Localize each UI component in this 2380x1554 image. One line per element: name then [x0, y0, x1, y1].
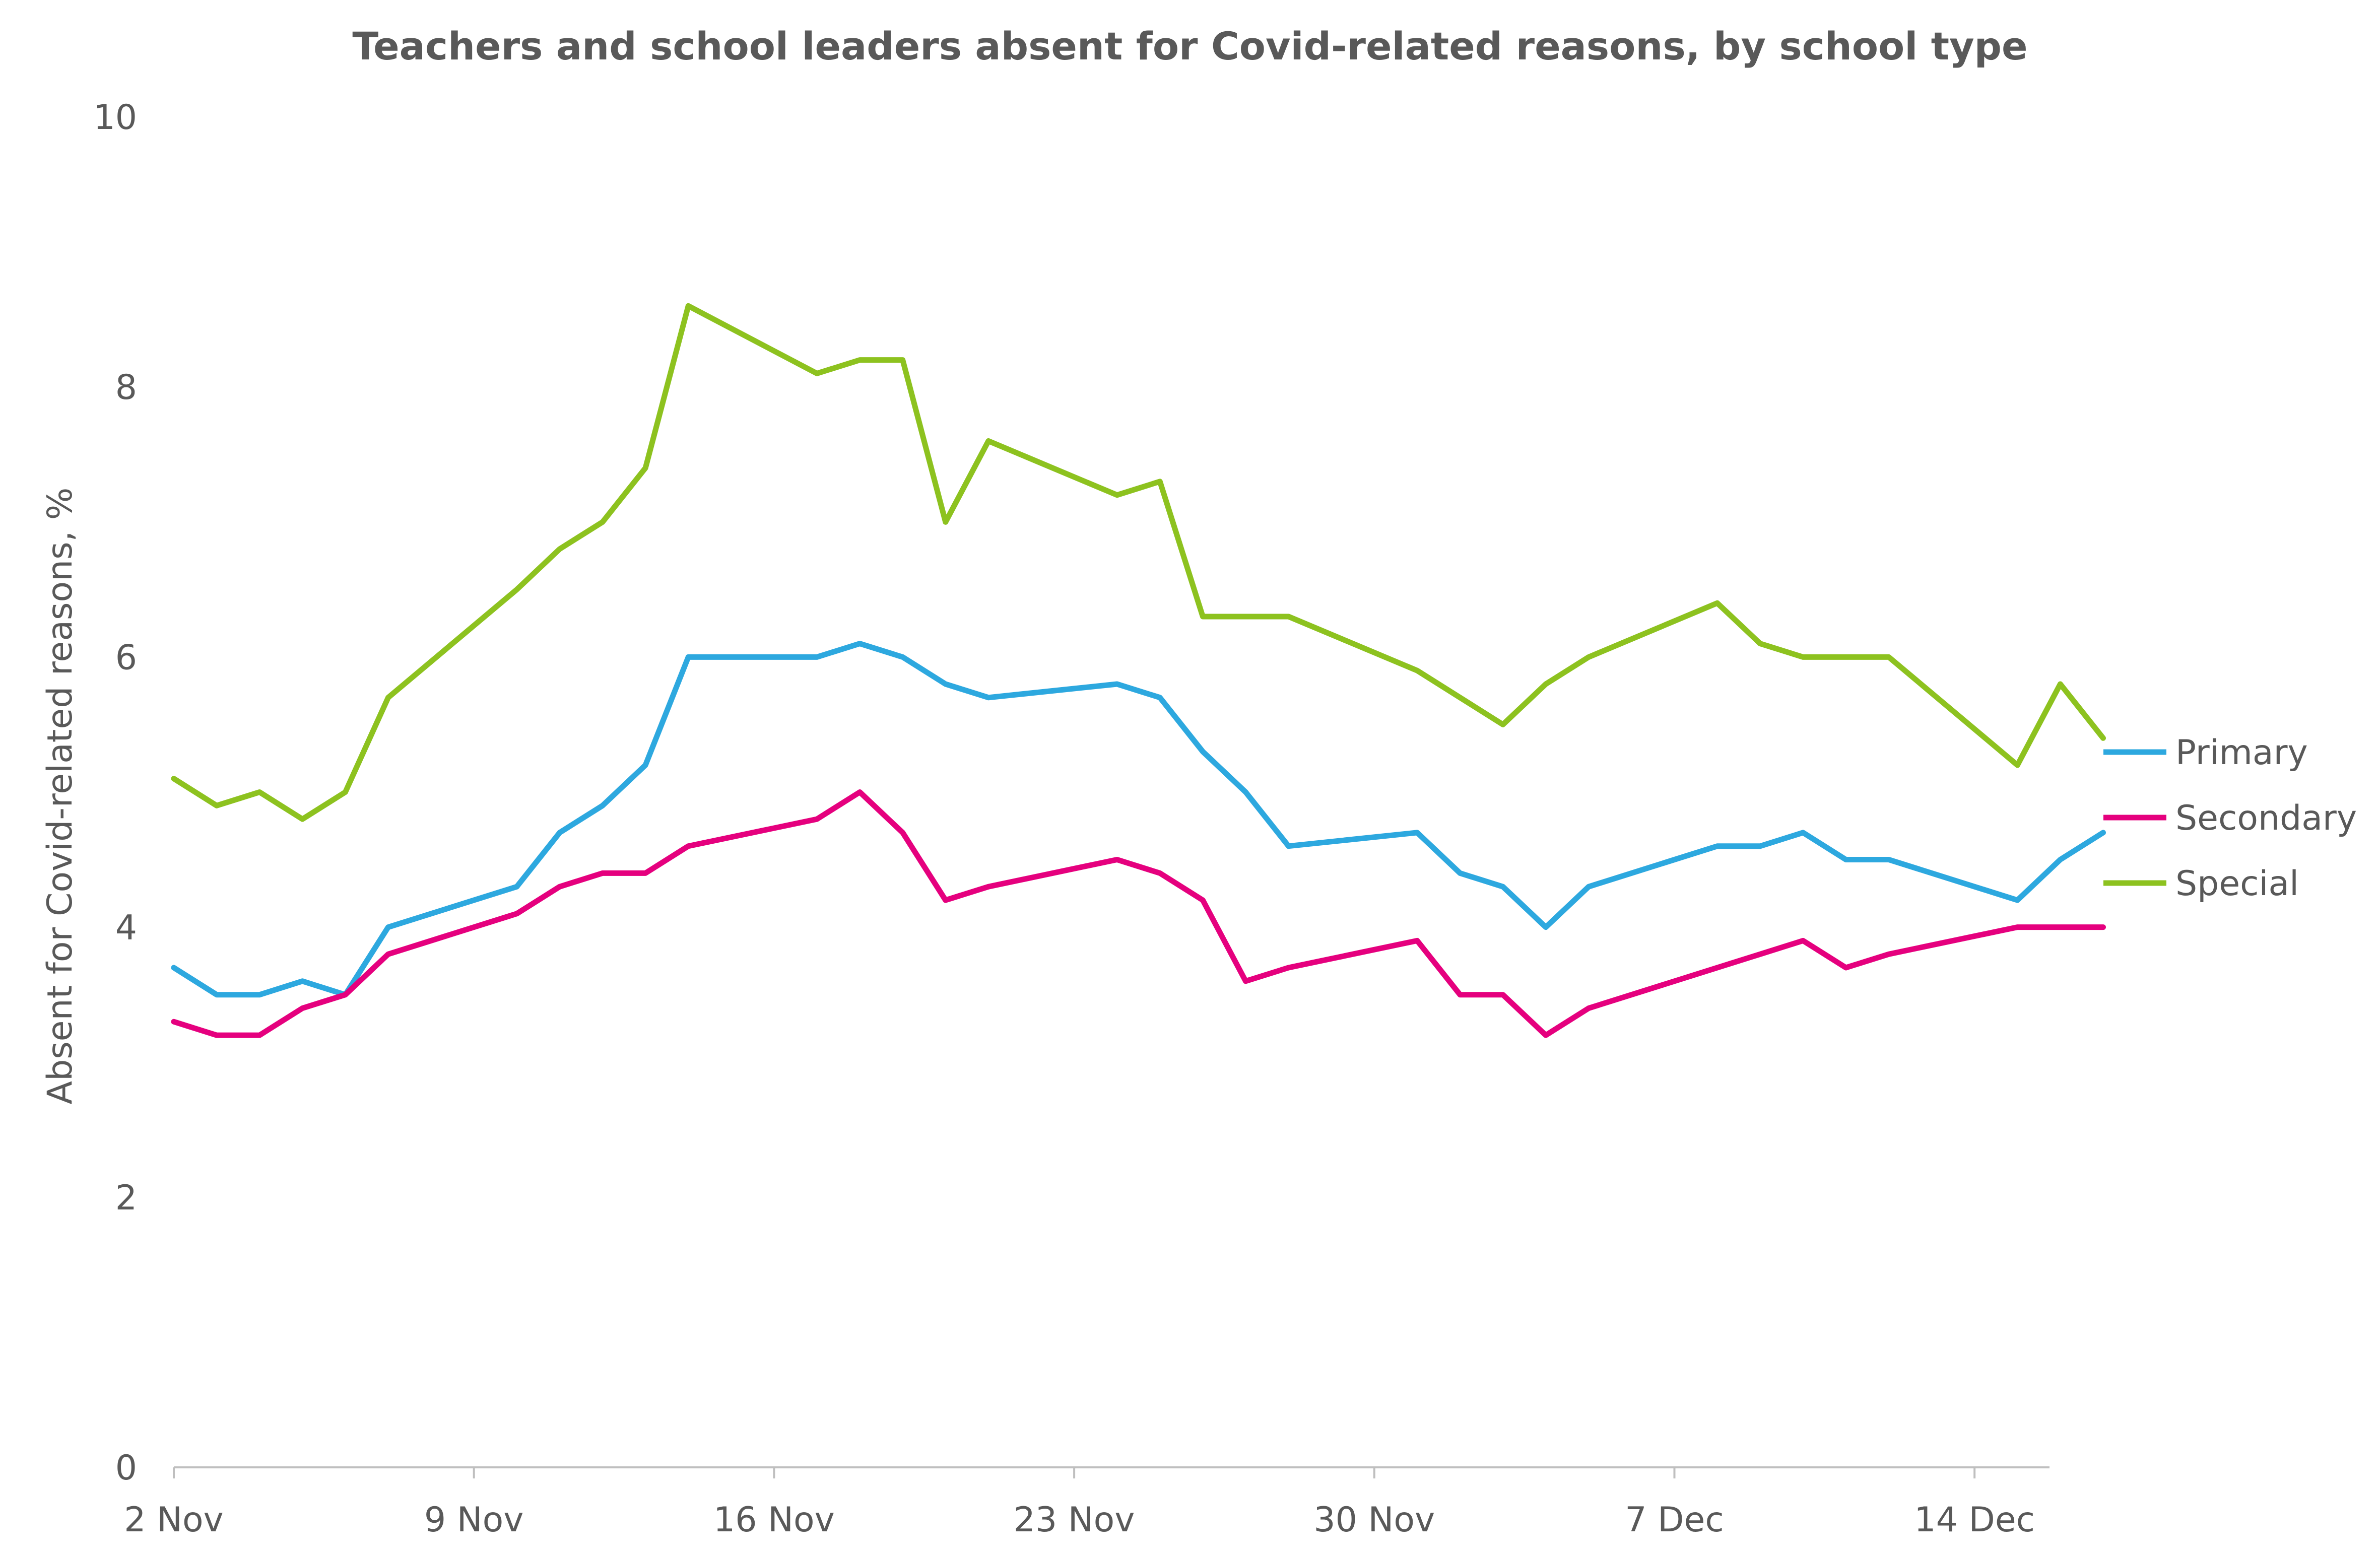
- y-axis-label: Absent for Covid-related reasons, %: [40, 488, 80, 1105]
- series-line-secondary: [171, 789, 2106, 1038]
- x-tick-label: 7 Dec: [1625, 1500, 1724, 1540]
- y-axis-ticks: 0 2 4 6 8 10: [93, 98, 137, 1488]
- x-tick-label: 16 Nov: [713, 1500, 835, 1540]
- legend-label-secondary: Secondary: [2175, 798, 2357, 838]
- x-tick-label: 23 Nov: [1014, 1500, 1135, 1540]
- y-tick-label: 4: [115, 908, 137, 948]
- y-tick-label: 2: [115, 1178, 137, 1218]
- x-axis-ticks: 2 Nov 9 Nov 16 Nov 23 Nov 30 Nov 7 Dec 14 Dec: [124, 1467, 2035, 1540]
- legend: Primary Secondary Special: [2103, 733, 2357, 904]
- x-tick-label: 14 Dec: [1914, 1500, 2035, 1540]
- x-tick-label: 2 Nov: [124, 1500, 224, 1540]
- legend-label-primary: Primary: [2175, 733, 2308, 773]
- legend-label-special: Special: [2175, 864, 2299, 904]
- series-line-special: [171, 303, 2106, 822]
- chart-title: Teachers and school leaders absent for C…: [352, 24, 2027, 69]
- x-tick-label: 30 Nov: [1313, 1500, 1435, 1540]
- y-tick-label: 0: [115, 1448, 137, 1488]
- y-tick-label: 8: [115, 368, 137, 408]
- series-line-primary: [171, 641, 2106, 998]
- x-tick-label: 9 Nov: [424, 1500, 524, 1540]
- y-tick-label: 10: [93, 98, 137, 138]
- y-tick-label: 6: [115, 638, 137, 678]
- series-lines: [171, 303, 2106, 1038]
